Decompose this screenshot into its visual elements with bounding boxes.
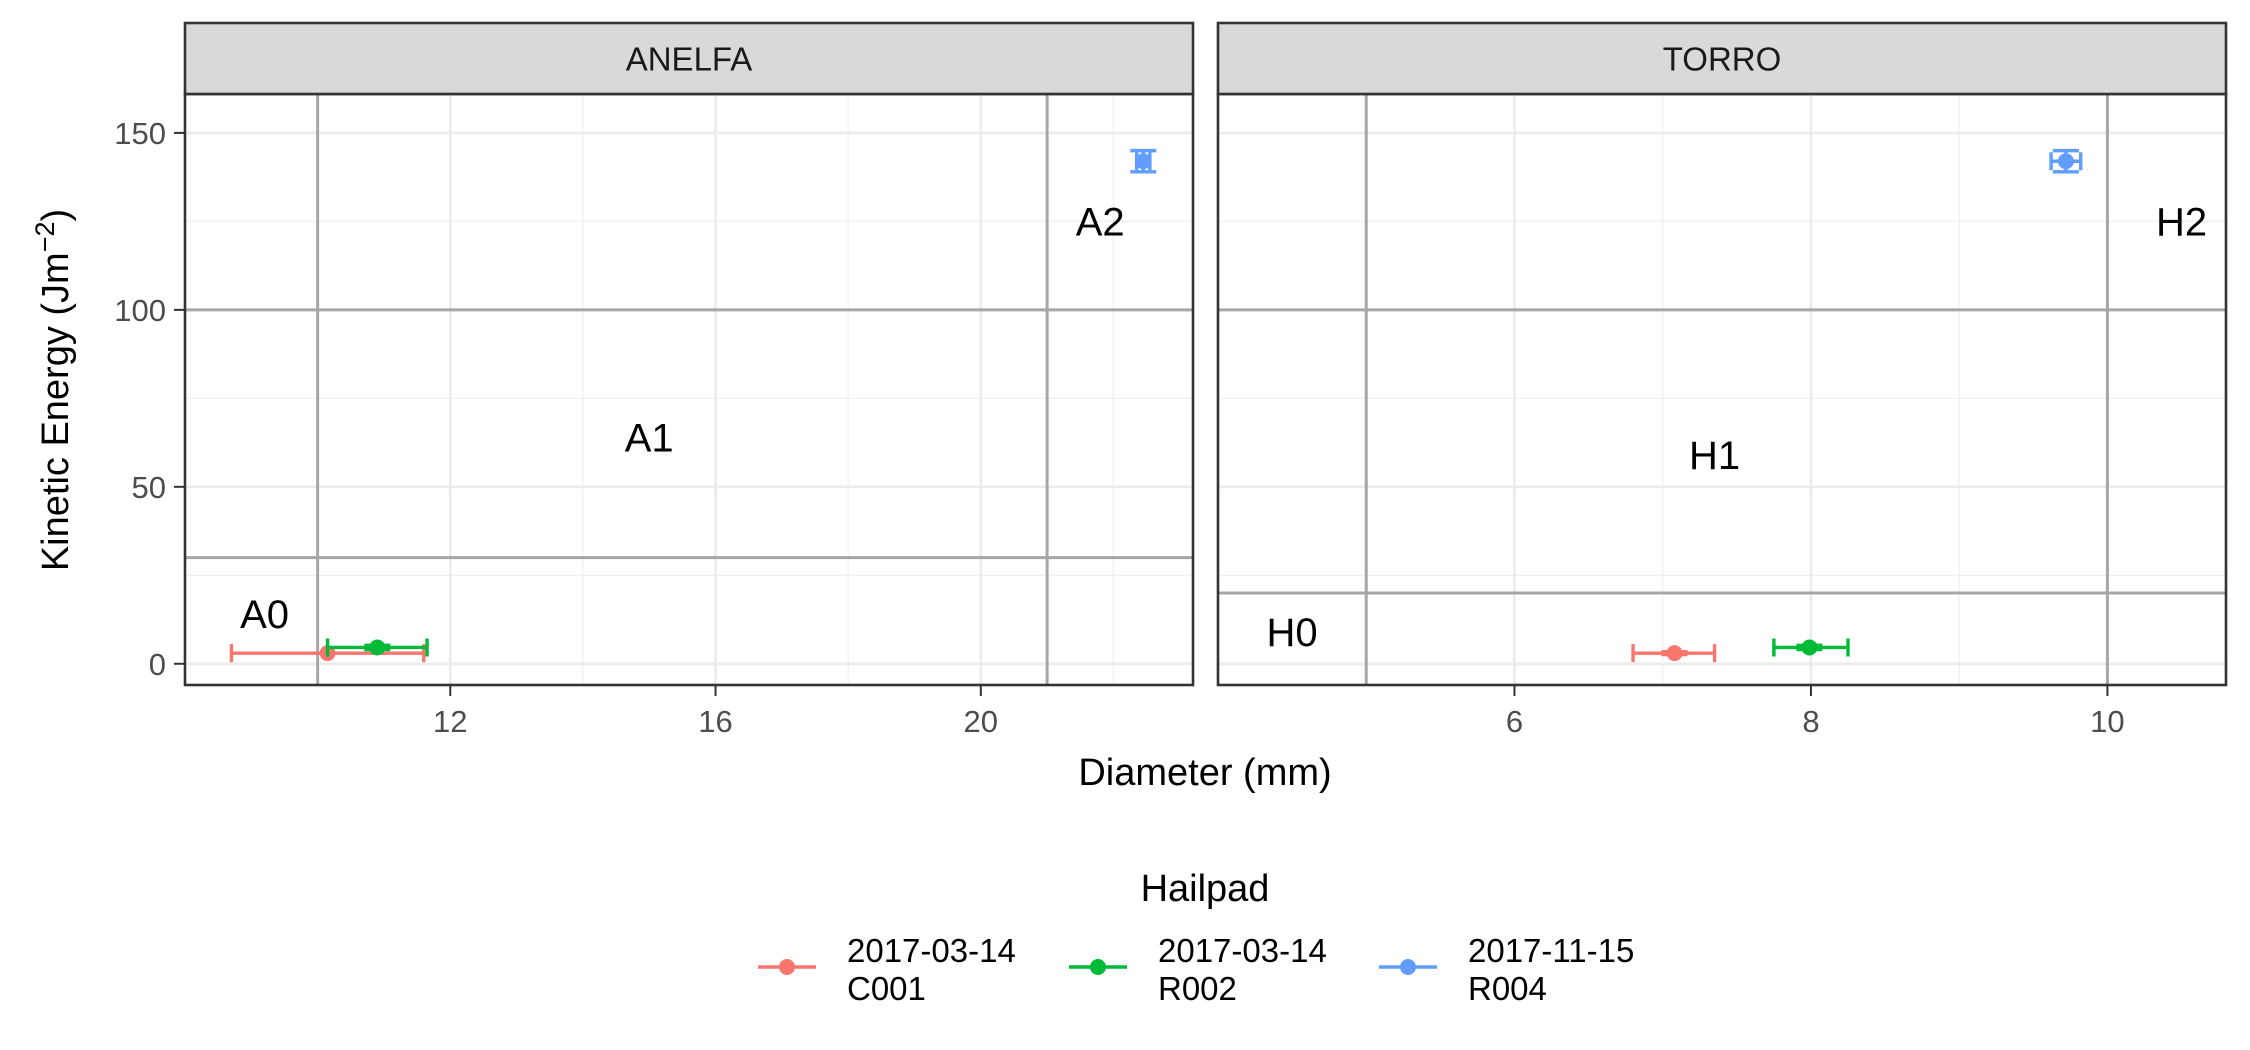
plot-background bbox=[185, 94, 1193, 685]
y-tick-label: 50 bbox=[132, 470, 166, 505]
facet-strip bbox=[1216, 21, 2228, 96]
legend-title: Hailpad bbox=[1141, 868, 1270, 910]
point-marker bbox=[2057, 153, 2074, 170]
legend-key-marker bbox=[779, 959, 795, 975]
x-tick-label: 20 bbox=[964, 704, 998, 739]
facet-panel-torro: H0 H1 H2 TORRO 6 8 10 bbox=[1216, 21, 2228, 739]
y-tick-label: 100 bbox=[114, 293, 166, 328]
legend-label-date: 2017-11-15 bbox=[1468, 932, 1634, 969]
class-label: H2 bbox=[2156, 200, 2207, 244]
data-point bbox=[1772, 638, 1850, 657]
plot-background bbox=[1218, 94, 2226, 685]
data-point bbox=[1130, 148, 1157, 174]
class-label: H0 bbox=[1267, 611, 1318, 655]
data-point bbox=[325, 638, 429, 657]
data-point bbox=[1631, 644, 1717, 663]
legend: Hailpad2017-03-14C0012017-03-14R0022017-… bbox=[758, 868, 1634, 1007]
facet-strip-label: ANELFA bbox=[626, 41, 753, 78]
legend-label-pad: R002 bbox=[1158, 970, 1237, 1007]
x-tick-label: 8 bbox=[1802, 704, 1819, 739]
legend-label-pad: R004 bbox=[1468, 970, 1547, 1007]
legend-key-marker bbox=[1400, 959, 1416, 975]
class-label: A0 bbox=[240, 593, 289, 637]
legend-label-pad: C001 bbox=[847, 970, 926, 1007]
x-tick-label: 16 bbox=[698, 704, 732, 739]
point-marker bbox=[369, 639, 386, 656]
y-axis-label: Kinetic Energy (Jm−2) bbox=[30, 209, 77, 571]
facet-strip-label: TORRO bbox=[1663, 41, 1782, 78]
y-tick-label: 150 bbox=[114, 116, 166, 151]
point-marker bbox=[1801, 639, 1818, 656]
legend-key-marker bbox=[1090, 959, 1106, 975]
data-point bbox=[2049, 148, 2083, 174]
x-tick-label: 10 bbox=[2090, 704, 2124, 739]
class-label: H1 bbox=[1689, 434, 1740, 478]
class-label: A2 bbox=[1076, 200, 1125, 244]
x-axis-label: Diameter (mm) bbox=[1078, 752, 1331, 794]
legend-label-date: 2017-03-14 bbox=[1158, 932, 1327, 969]
facet-panel-anelfa: A0 A1 A2 ANELFA 12 16 20 bbox=[183, 21, 1195, 739]
x-tick-label: 12 bbox=[433, 704, 467, 739]
facet-strip bbox=[183, 21, 1195, 96]
legend-label-date: 2017-03-14 bbox=[847, 932, 1016, 969]
y-tick-label: 0 bbox=[149, 647, 166, 682]
point-marker bbox=[1666, 645, 1683, 662]
point-marker bbox=[1135, 153, 1152, 170]
class-label: A1 bbox=[625, 416, 674, 460]
x-tick-label: 6 bbox=[1506, 704, 1523, 739]
